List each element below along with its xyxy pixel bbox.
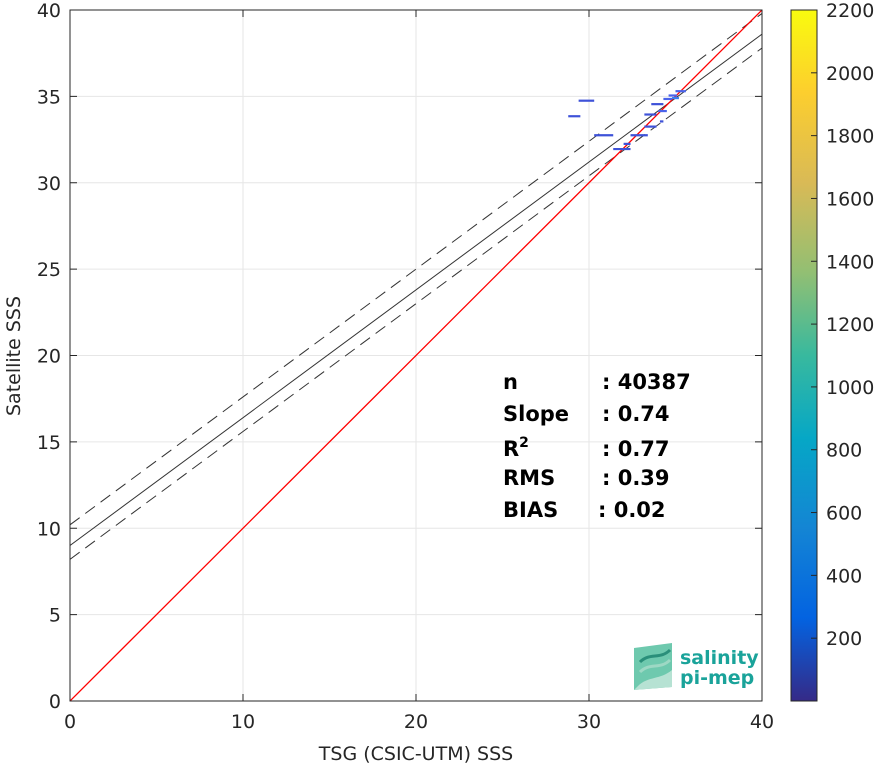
y-tick-label: 40 (37, 0, 61, 22)
density-points (568, 90, 686, 151)
colorbar-tick-label: 2200 (826, 0, 874, 22)
colorbar-tick-label: 200 (826, 628, 862, 650)
salinity-pi-mep-logo: salinity pi-mep (634, 643, 759, 690)
stat-label-superscript: 2 (519, 435, 529, 451)
logo-line1: salinity (680, 647, 759, 669)
x-tick-label: 30 (577, 711, 601, 733)
logo-line2: pi-mep (680, 667, 754, 689)
y-tick-label: 10 (37, 518, 61, 540)
stat-label: BIAS (503, 498, 558, 522)
x-axis-ticks: 0 10 20 30 40 (64, 10, 774, 733)
colorbar-tick-label: 1200 (826, 314, 874, 336)
colorbar-tick-label: 1600 (826, 188, 874, 210)
stat-value: : 0.77 (602, 437, 670, 461)
confidence-line (70, 47, 762, 560)
colorbar-tick-label: 1400 (826, 251, 874, 273)
y-tick-label: 30 (37, 173, 61, 195)
x-tick-label: 10 (231, 711, 255, 733)
stat-label: Slope (503, 402, 569, 426)
colorbar-tick-label: 400 (826, 565, 862, 587)
colorbar (790, 9, 818, 702)
confidence-line (70, 13, 762, 526)
stat-label: R2 (503, 435, 529, 461)
y-tick-label: 0 (49, 691, 61, 713)
y-tick-label: 20 (37, 346, 61, 368)
x-tick-label: 20 (404, 711, 428, 733)
regression-line (70, 33, 762, 546)
colorbar-tick-label: 2000 (826, 63, 874, 85)
y-tick-label: 5 (49, 605, 61, 627)
colorbar-tick-label: 1000 (826, 377, 874, 399)
statistics-box: n : 40387 Slope : 0.74 R2 : 0.77 RMS : 0.39 BIAS… (503, 370, 691, 522)
x-tick-label: 0 (64, 711, 76, 733)
y-axis-label: Satellite SSS (3, 296, 25, 416)
stat-label: RMS (503, 466, 555, 490)
fit-lines (70, 10, 762, 701)
stat-value: : 0.02 (598, 498, 666, 522)
x-tick-label: 40 (750, 711, 774, 733)
y-tick-label: 25 (37, 259, 61, 281)
stat-label: n (503, 370, 518, 394)
colorbar-tick-label: 1800 (826, 126, 874, 148)
x-axis-label: TSG (CSIC-UTM) SSS (318, 743, 513, 765)
stat-value: : 40387 (602, 370, 691, 394)
colorbar-tick-label: 600 (826, 503, 862, 525)
stat-value: : 0.74 (602, 402, 670, 426)
y-tick-label: 15 (37, 432, 61, 454)
colorbar-ticks: 200 400 600 800 1000 1200 1400 1600 1800 2000 2200 (811, 0, 874, 650)
stat-value: : 0.39 (602, 466, 670, 490)
one-to-one-line (70, 10, 762, 701)
colorbar-tick-label: 800 (826, 440, 862, 462)
y-axis-ticks: 0 5 10 15 20 25 30 35 40 (37, 0, 762, 713)
y-tick-label: 35 (37, 86, 61, 108)
